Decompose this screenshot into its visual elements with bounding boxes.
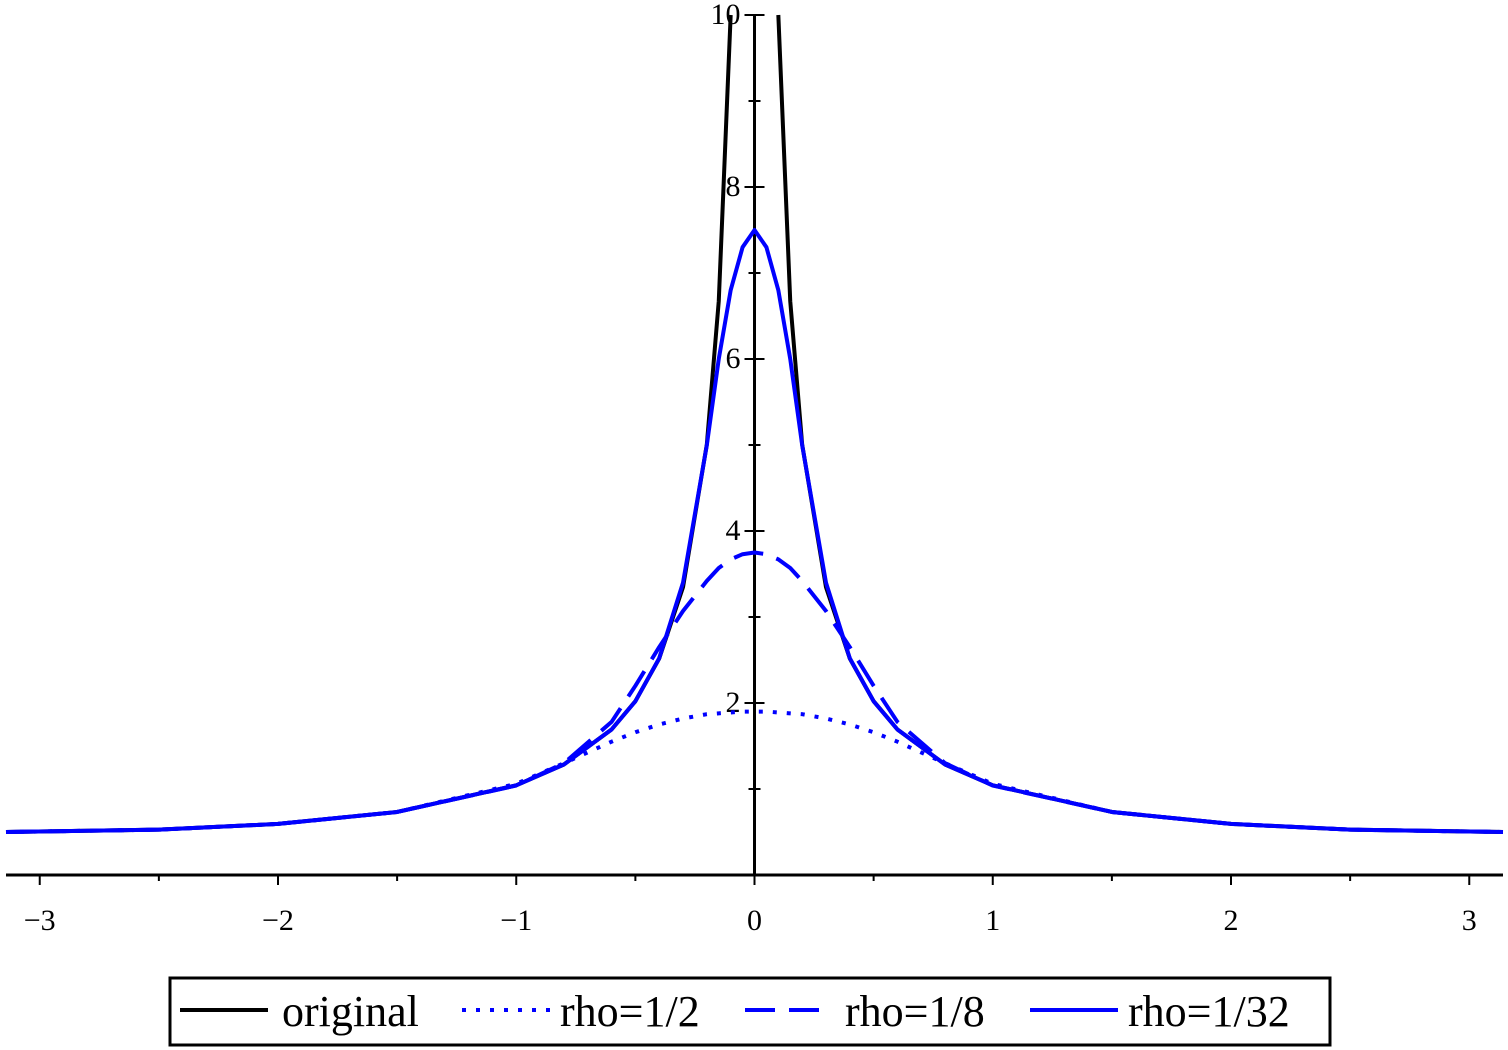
- x-tick-label: 3: [1462, 904, 1477, 937]
- y-tick-label: 4: [726, 514, 741, 547]
- x-tick-label: −1: [500, 904, 532, 937]
- y-tick-label: 2: [726, 686, 741, 719]
- x-tick-label: −2: [262, 904, 294, 937]
- y-tick-label: 8: [726, 170, 741, 203]
- y-tick-label: 10: [711, 0, 741, 31]
- legend-label: rho=1/8: [845, 987, 985, 1036]
- x-tick-label: −3: [24, 904, 56, 937]
- x-tick-label: 0: [747, 904, 762, 937]
- series-line: [5, 228, 1504, 834]
- y-tick-label: 6: [726, 342, 741, 375]
- legend-label: rho=1/2: [560, 987, 700, 1036]
- x-tick-label: 1: [985, 904, 1000, 937]
- legend-box: [168, 976, 1332, 1047]
- legend-label: original: [282, 987, 419, 1036]
- x-tick-label: 2: [1224, 904, 1239, 937]
- plot-area: [5, 14, 1504, 834]
- legend-label: rho=1/32: [1128, 987, 1290, 1036]
